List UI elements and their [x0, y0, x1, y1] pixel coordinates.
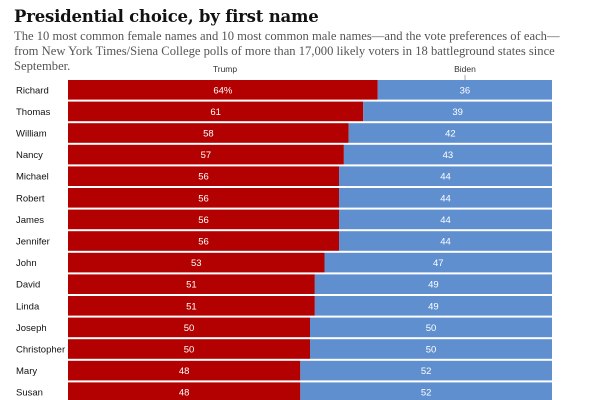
- biden-value-james: 44: [440, 215, 451, 226]
- biden-value-john: 47: [433, 258, 444, 269]
- trump-bar-mary: [68, 360, 301, 381]
- trump-bar-david: [68, 274, 315, 294]
- trump-bar-susan: [68, 382, 301, 400]
- biden-value-linda: 49: [428, 301, 439, 312]
- row-label-michael: Michael: [16, 172, 49, 183]
- biden-value-thomas: 39: [452, 107, 463, 118]
- row-label-john: John: [16, 258, 37, 269]
- row-label-william: William: [16, 129, 47, 140]
- trump-value-christopher: 50: [184, 345, 195, 356]
- biden-bar-robert: [339, 188, 552, 208]
- trump-value-william: 58: [203, 129, 214, 140]
- chart-title: Presidential choice, by first name: [14, 7, 319, 26]
- row-label-susan: Susan: [16, 388, 43, 399]
- row-label-robert: Robert: [16, 193, 45, 204]
- trump-value-david: 51: [186, 280, 197, 291]
- biden-value-richard: 36: [460, 85, 471, 96]
- row-label-david: David: [16, 280, 40, 291]
- legend-biden: Biden: [454, 64, 476, 74]
- trump-value-susan: 48: [179, 388, 190, 399]
- biden-value-william: 42: [445, 129, 456, 140]
- trump-value-joseph: 50: [184, 323, 195, 334]
- biden-bar-richard: [377, 80, 552, 100]
- trump-bar-james: [68, 209, 340, 230]
- trump-bar-michael: [68, 166, 340, 186]
- row-label-joseph: Joseph: [16, 323, 47, 334]
- biden-bar-christopher: [310, 339, 552, 359]
- row-label-richard: Richard: [16, 85, 49, 96]
- biden-value-christopher: 50: [426, 345, 437, 356]
- trump-value-robert: 56: [198, 193, 209, 204]
- trump-value-linda: 51: [186, 301, 197, 312]
- biden-bar-jennifer: [339, 231, 552, 251]
- chart-subtitle: The 10 most common female names and 10 m…: [14, 29, 560, 73]
- trump-value-richard: 64%: [213, 85, 233, 96]
- row-label-jennifer: Jennifer: [16, 237, 50, 248]
- biden-value-david: 49: [428, 280, 439, 291]
- biden-value-robert: 44: [440, 193, 451, 204]
- trump-value-john: 53: [191, 258, 202, 269]
- trump-bar-john: [68, 252, 325, 273]
- biden-bar-joseph: [310, 317, 552, 338]
- trump-bar-robert: [68, 188, 340, 208]
- biden-value-joseph: 50: [426, 323, 437, 334]
- trump-bar-thomas: [68, 101, 364, 122]
- trump-bar-jennifer: [68, 231, 340, 251]
- trump-value-james: 56: [198, 215, 209, 226]
- biden-bar-michael: [339, 166, 552, 186]
- trump-bar-christopher: [68, 339, 310, 359]
- row-label-thomas: Thomas: [16, 107, 51, 118]
- trump-value-jennifer: 56: [198, 237, 209, 248]
- biden-bar-mary: [300, 360, 552, 381]
- row-label-nancy: Nancy: [16, 150, 43, 161]
- trump-bar-richard: [68, 80, 378, 100]
- trump-value-nancy: 57: [201, 150, 212, 161]
- trump-value-mary: 48: [179, 366, 190, 377]
- row-label-james: James: [16, 215, 44, 226]
- trump-bar-nancy: [68, 144, 344, 165]
- biden-bar-linda: [314, 296, 552, 316]
- row-label-mary: Mary: [16, 366, 37, 377]
- trump-bar-linda: [68, 296, 315, 316]
- trump-value-thomas: 61: [210, 107, 221, 118]
- biden-bar-david: [314, 274, 552, 294]
- biden-value-nancy: 43: [443, 150, 454, 161]
- trump-bar-william: [68, 123, 349, 143]
- biden-bar-thomas: [363, 101, 552, 122]
- trump-value-michael: 56: [198, 172, 209, 183]
- biden-value-jennifer: 44: [440, 237, 451, 248]
- biden-value-michael: 44: [440, 172, 451, 183]
- legend-trump: Trump: [213, 64, 238, 74]
- biden-bar-john: [324, 252, 552, 273]
- trump-bar-joseph: [68, 317, 310, 338]
- biden-bar-james: [339, 209, 552, 230]
- biden-value-mary: 52: [421, 366, 432, 377]
- biden-bar-susan: [300, 382, 552, 400]
- row-label-christopher: Christopher: [16, 345, 65, 356]
- biden-bar-william: [348, 123, 552, 143]
- biden-bar-nancy: [343, 144, 552, 165]
- biden-value-susan: 52: [421, 388, 432, 399]
- row-label-linda: Linda: [16, 301, 40, 312]
